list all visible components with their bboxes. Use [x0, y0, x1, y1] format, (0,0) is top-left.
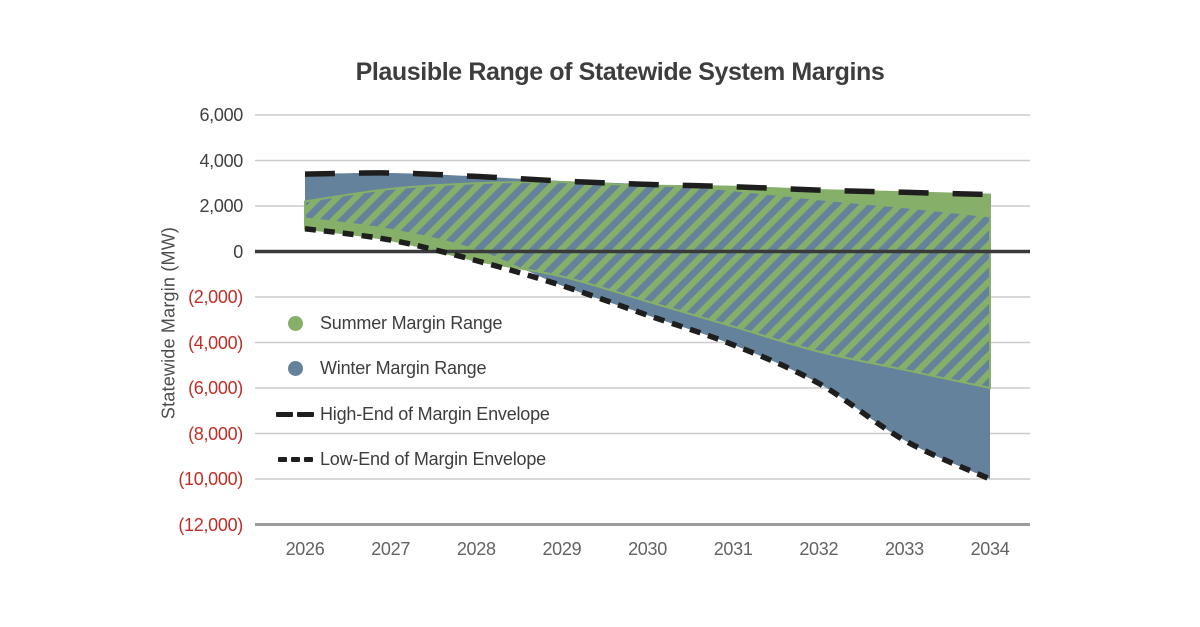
x-tick-label: 2027: [371, 539, 411, 559]
y-tick-label: (2,000): [188, 287, 243, 307]
legend-item-summer-range: Summer Margin Range: [272, 312, 502, 334]
x-tick-label: 2029: [542, 539, 582, 559]
long-dash-line-icon: [272, 411, 318, 417]
short-dash-line-icon: [272, 457, 318, 462]
chart-title: Plausible Range of Statewide System Marg…: [355, 58, 885, 86]
plot-area: [255, 114, 1030, 526]
x-tick-label: 2031: [713, 539, 753, 559]
x-tick-label: 2028: [456, 539, 496, 559]
y-tick-label: (10,000): [178, 469, 243, 489]
legend-item-high-end-envelope: High-End of Margin Envelope: [272, 403, 550, 425]
y-tick-label: (4,000): [188, 332, 243, 353]
y-tick-label: (6,000): [188, 378, 243, 398]
y-tick-label: 4,000: [199, 150, 243, 171]
x-tick-label: 2034: [970, 539, 1010, 559]
y-tick-label: 0: [233, 241, 243, 262]
legend-label: Winter Margin Range: [320, 358, 487, 378]
x-tick-label: 2026: [285, 539, 325, 559]
legend-label: Summer Margin Range: [320, 312, 503, 333]
legend-label: Low-End of Margin Envelope: [320, 449, 546, 469]
legend-item-winter-range: Winter Margin Range: [272, 358, 486, 380]
legend-item-low-end-envelope: Low-End of Margin Envelope: [272, 449, 546, 471]
y-tick-label: 2,000: [199, 196, 243, 216]
low-end-envelope-line: [304, 226, 992, 482]
y-tick-label: (12,000): [178, 514, 243, 535]
x-tick-label: 2032: [799, 539, 839, 559]
summer-range-swatch-icon: [272, 315, 318, 331]
high-end-envelope-line: [304, 170, 991, 198]
y-tick-label: (8,000): [188, 423, 243, 444]
legend-label: High-End of Margin Envelope: [320, 403, 550, 424]
y-tick-label: 6,000: [199, 105, 243, 125]
x-tick-label: 2030: [628, 539, 667, 559]
winter-range-swatch-icon: [272, 361, 318, 376]
x-tick-label: 2033: [884, 539, 924, 559]
